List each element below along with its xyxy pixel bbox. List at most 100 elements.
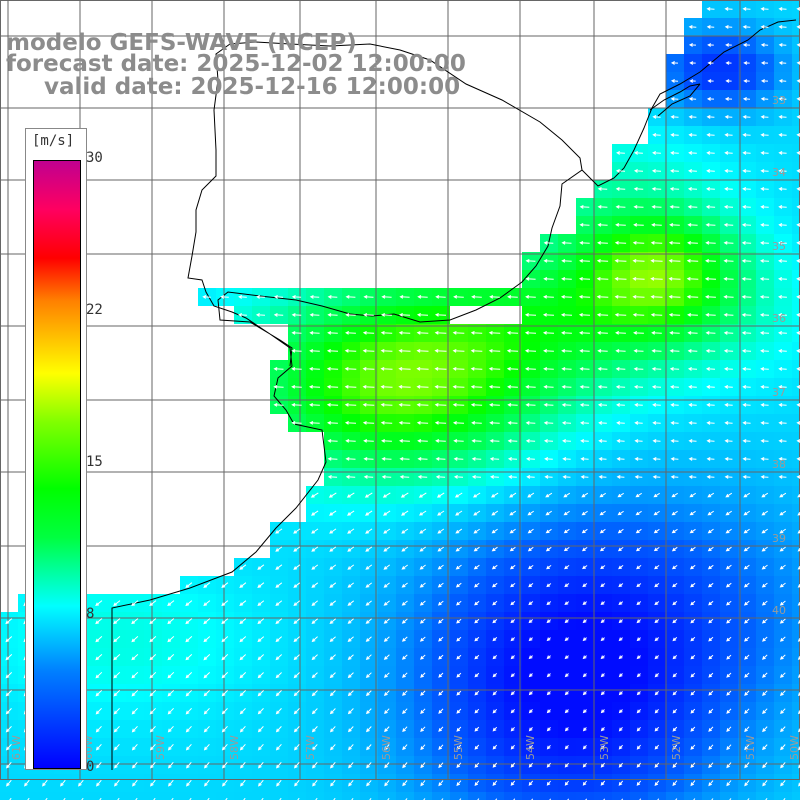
wind-arrow	[167, 618, 175, 625]
wind-arrow	[420, 708, 426, 714]
wind-arrow	[491, 582, 498, 588]
wind-arrow	[723, 331, 734, 335]
wind-speed-cell	[162, 792, 180, 800]
wind-arrow	[687, 331, 698, 335]
wind-arrow	[434, 366, 447, 371]
wind-arrow	[614, 240, 627, 245]
wind-arrow	[113, 743, 120, 751]
wind-arrow	[473, 528, 480, 534]
model-title: modelo GEFS-WAVE (NCEP)	[6, 30, 357, 56]
wind-arrow	[452, 384, 465, 389]
wind-arrow	[203, 654, 211, 661]
wind-arrow	[600, 655, 605, 660]
wind-arrow	[670, 133, 679, 137]
wind-arrow	[654, 691, 659, 696]
wind-speed-cell	[792, 792, 800, 800]
wind-arrow	[796, 187, 800, 191]
wind-arrow	[797, 692, 800, 697]
wind-arrow	[633, 331, 644, 335]
wind-arrow	[380, 384, 393, 389]
wind-arrow	[724, 115, 733, 119]
wind-arrow	[308, 384, 321, 389]
wind-arrow	[528, 583, 534, 588]
wind-arrow	[294, 779, 300, 787]
wind-arrow	[579, 330, 590, 335]
wind-arrow	[113, 654, 121, 661]
wind-arrow	[275, 726, 282, 733]
wind-arrow	[291, 313, 302, 317]
lat-lon-grid	[0, 0, 800, 780]
wind-arrow	[796, 259, 800, 263]
wind-arrow	[762, 744, 768, 751]
wind-arrow	[543, 348, 554, 353]
wind-arrow	[780, 780, 786, 787]
wind-arrow	[221, 636, 229, 643]
wind-arrow	[687, 313, 698, 317]
wind-speed-cell	[360, 792, 378, 800]
wind-arrow	[616, 421, 625, 425]
wind-speed-cell	[450, 792, 468, 800]
wind-speed-cell	[792, 270, 800, 288]
wind-speed-cell	[792, 540, 800, 558]
wind-arrow	[688, 151, 697, 155]
wind-arrow	[744, 672, 750, 678]
wind-arrow	[474, 600, 480, 606]
wind-arrow	[243, 797, 246, 800]
wind-arrow	[347, 690, 354, 697]
wind-arrow	[455, 564, 462, 570]
wind-arrow	[744, 780, 750, 787]
wind-arrow	[149, 654, 157, 661]
wind-arrow	[543, 295, 554, 299]
wind-speed-cell	[792, 324, 800, 342]
wind-arrow	[705, 313, 716, 317]
wind-arrow	[203, 743, 210, 751]
wind-arrow	[672, 583, 678, 588]
wind-arrow	[582, 637, 587, 642]
wind-arrow	[419, 528, 427, 534]
wind-arrow	[474, 672, 480, 678]
wind-arrow	[438, 690, 444, 696]
wind-arrow	[383, 510, 391, 516]
wind-arrow	[311, 726, 318, 733]
wind-arrow	[345, 313, 356, 317]
wind-arrow	[291, 385, 302, 389]
wind-arrow	[796, 205, 800, 209]
wind-arrow	[632, 276, 645, 281]
wind-arrow	[761, 582, 768, 588]
wind-arrow	[452, 420, 465, 425]
wind-arrow	[759, 331, 770, 335]
wind-arrow	[221, 654, 229, 661]
wind-arrow	[760, 79, 769, 83]
wind-arrow	[708, 726, 714, 732]
wind-arrow	[279, 797, 282, 800]
wind-arrow	[437, 582, 444, 588]
wind-arrow	[561, 349, 572, 353]
wind-arrow	[742, 25, 751, 29]
wind-arrow	[329, 690, 336, 697]
wind-arrow	[167, 671, 175, 679]
wind-arrow	[507, 421, 518, 425]
wind-arrow	[669, 331, 680, 335]
wind-arrow	[510, 619, 516, 624]
wind-arrow	[167, 707, 174, 715]
wind-arrow	[652, 403, 661, 407]
wind-arrow	[543, 367, 554, 371]
wind-arrow	[652, 115, 661, 119]
wind-arrow	[633, 385, 644, 389]
wind-arrow	[614, 258, 627, 263]
wind-arrow	[291, 367, 302, 371]
wind-speed-cell	[792, 756, 800, 774]
wind-arrow	[257, 618, 265, 625]
wind-arrow	[706, 403, 715, 407]
wind-arrow	[365, 564, 373, 570]
wind-arrow	[330, 726, 336, 733]
latitude-label: 39	[772, 532, 786, 545]
wind-arrow	[491, 546, 498, 552]
wind-arrow	[456, 618, 462, 624]
wind-arrow	[149, 707, 156, 715]
wind-arrow	[293, 528, 301, 534]
wind-speed-cell	[252, 792, 270, 800]
wind-arrow	[670, 439, 679, 443]
colorbar-tick-label: 22	[86, 302, 103, 318]
wind-arrow	[618, 726, 623, 732]
